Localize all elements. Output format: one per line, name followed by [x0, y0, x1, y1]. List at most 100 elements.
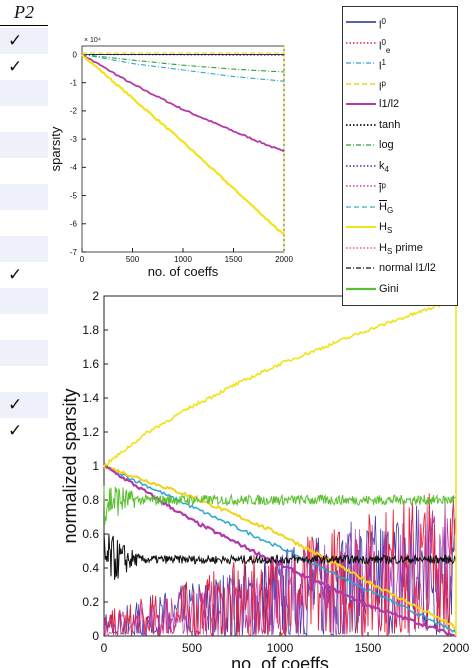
legend-label: lp [379, 78, 386, 94]
legend-label: tanh [379, 118, 401, 131]
legend-label: l0e [379, 37, 391, 55]
series-noise-k4 [103, 505, 456, 637]
legend-entry: HG [343, 198, 457, 216]
table-row: ✓ [0, 418, 48, 444]
legend-entry: lp [343, 75, 457, 93]
y-tick-label: 2 [92, 289, 99, 303]
y-tick-label: 1.4 [82, 391, 99, 405]
legend-label: HS [379, 221, 393, 236]
legend-entry: l1 [343, 54, 457, 73]
table-row: ✓ [0, 54, 48, 80]
legend-entry: HS [343, 218, 457, 236]
legend-swatch [346, 205, 376, 208]
x-tick-label: 0 [80, 255, 85, 264]
legend-label: HS prime [379, 241, 423, 256]
legend-swatch [346, 287, 376, 290]
series-line-l1-l2 [103, 464, 457, 638]
legend-label: lp [379, 181, 386, 196]
legend-swatch [346, 144, 376, 146]
legend-swatch [346, 21, 376, 23]
legend-entry: HS prime [343, 239, 457, 257]
legend-entry: k4 [343, 157, 457, 175]
y-tick-label: 0.6 [82, 527, 99, 541]
comparison-table-column: P2 ✓ ✓ ✓ ✓ ✓ [0, 0, 48, 668]
table-row [0, 340, 48, 366]
table-header: P2 [14, 2, 34, 22]
x-axis-label: no. of coeffs [231, 654, 329, 668]
y-tick-label: 1.8 [82, 323, 99, 337]
legend-swatch [346, 267, 376, 269]
y-tick-label: 0.4 [82, 561, 99, 575]
y-tick-label: 0 [73, 50, 78, 59]
x-axis-label: no. of coeffs [148, 264, 219, 279]
table-header-rule [0, 25, 48, 26]
check-mark: ✓ [8, 57, 23, 77]
x-tick-label: 1500 [355, 641, 382, 655]
legend-swatch [346, 164, 376, 167]
y-axis-label: sparsity [52, 126, 63, 171]
table-row [0, 288, 48, 314]
legend-label: normal l1/l2 [379, 262, 436, 274]
series-line-l-p [103, 466, 457, 630]
table-row [0, 236, 48, 262]
legend-label: l0 [379, 17, 386, 32]
y-axis-label: normalized sparsity [60, 388, 80, 543]
table-row [0, 366, 48, 392]
table-row [0, 106, 48, 132]
series-line-tanh [82, 53, 284, 56]
legend-swatch [346, 185, 376, 187]
series-line-tanh [103, 533, 457, 580]
table-row [0, 184, 48, 210]
x-tick-label: 500 [182, 641, 202, 655]
series-line-l-1 [81, 53, 285, 82]
series-noise-lp-bar [103, 495, 456, 638]
check-mark: ✓ [8, 265, 23, 285]
plot-frame [81, 45, 285, 253]
legend-swatch [346, 123, 376, 126]
y-tick-label: -5 [70, 191, 78, 200]
table-row [0, 314, 48, 340]
x-tick-label: 2000 [275, 255, 293, 264]
x-tick-label: 1000 [267, 641, 294, 655]
y-tick-label: 1.2 [82, 425, 99, 439]
legend-swatch [346, 41, 376, 44]
legend-entry: log [343, 136, 457, 154]
series-line-h-s [81, 54, 285, 236]
legend-entry: normal l1/l2 [343, 259, 457, 277]
series-line-l1-l2 [81, 53, 285, 153]
legend-entry: l0e [343, 34, 457, 54]
legend-swatch [346, 246, 376, 249]
series-line-hs [103, 298, 457, 468]
y-tick-label: 0.2 [82, 595, 99, 609]
y-tick-label: -3 [70, 135, 78, 144]
y-tick-label: -4 [70, 163, 78, 172]
legend-label: Gini [379, 282, 399, 295]
y-tick-label: 1.6 [82, 357, 99, 371]
x-tick-label: 1500 [225, 255, 243, 264]
legend-swatch [346, 82, 376, 85]
x-tick-label: 1000 [174, 255, 192, 264]
legend-entry: Gini [343, 280, 457, 298]
chart-legend: l0 l0e l1 lp l1/l2 tanh log k4 lp HG HS HS prime nor… [342, 6, 458, 306]
legend-swatch [346, 103, 376, 105]
inset-sparsity-chart: 0 500 1000 1500 2000 0 -1 -2 -3 -4 -5 -6 -7 no. of co… [52, 37, 293, 279]
y-tick-label: 0 [92, 629, 99, 643]
legend-label: log [379, 139, 394, 151]
x-tick-label: 0 [101, 641, 108, 655]
legend-label: l1 [379, 58, 386, 73]
series-line-l-1 [103, 464, 457, 634]
table-row [0, 132, 48, 158]
legend-entry: l1/l2 [343, 95, 457, 113]
check-mark: ✓ [8, 421, 23, 441]
legend-swatch [346, 62, 376, 64]
legend-entry: l0 [343, 13, 457, 32]
x-tick-label: 2000 [443, 641, 470, 655]
table-row [0, 210, 48, 236]
y-tick-label: -6 [70, 220, 78, 229]
x-tick-label: 500 [126, 255, 140, 264]
table-row: ✓ [0, 392, 48, 418]
check-mark: ✓ [8, 31, 23, 51]
legend-swatch [346, 226, 376, 228]
y-tick-label: 1 [92, 459, 99, 473]
legend-label: l1/l2 [379, 98, 400, 110]
